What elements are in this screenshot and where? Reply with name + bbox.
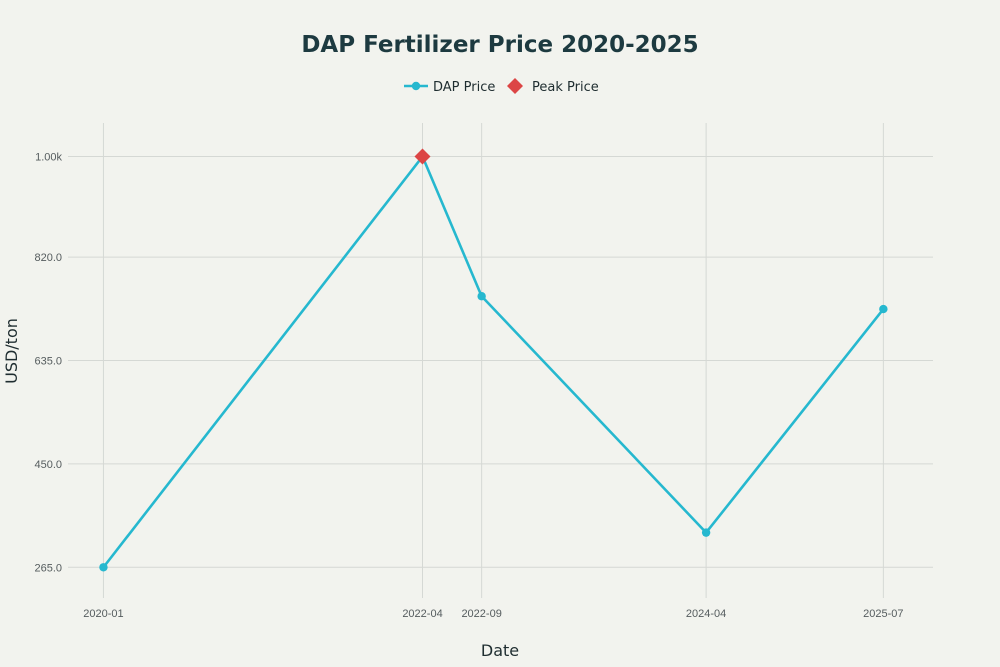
y-axis-title: USD/ton xyxy=(2,318,21,384)
peak-price-marker[interactable] xyxy=(414,148,431,165)
y-tick-label: 1.00k xyxy=(35,152,62,164)
legend-circle-swatch xyxy=(411,81,421,91)
y-tick-label: 635.0 xyxy=(34,356,62,368)
legend[interactable]: DAP Price Peak Price xyxy=(404,78,599,95)
legend-item-peak-price[interactable]: Peak Price xyxy=(507,78,599,95)
chart-title: DAP Fertilizer Price 2020-2025 xyxy=(301,32,698,58)
x-axis-ticks: 2020-01 2022-04 2022-09 2024-04 2025-07 xyxy=(83,608,903,620)
x-tick-label: 2022-04 xyxy=(402,608,442,620)
dap-price-point[interactable] xyxy=(477,292,486,301)
series-layer xyxy=(99,148,888,572)
legend-diamond-swatch xyxy=(507,78,523,94)
y-tick-label: 820.0 xyxy=(34,252,62,264)
x-axis-title: Date xyxy=(481,641,519,660)
legend-item-dap-price[interactable]: DAP Price xyxy=(404,80,495,95)
y-tick-label: 450.0 xyxy=(34,459,62,471)
x-tick-label: 2024-04 xyxy=(686,608,726,620)
x-tick-label: 2020-01 xyxy=(83,608,123,620)
y-grid xyxy=(68,156,933,568)
dap-price-point[interactable] xyxy=(99,563,108,572)
x-tick-label: 2022-09 xyxy=(461,608,501,620)
dap-price-point[interactable] xyxy=(879,304,888,314)
dap-price-line xyxy=(102,155,885,569)
legend-label: DAP Price xyxy=(433,80,495,95)
legend-label: Peak Price xyxy=(532,80,599,95)
y-axis-ticks: 265.0 450.0 635.0 820.0 1.00k xyxy=(34,152,62,575)
dap-price-point[interactable] xyxy=(701,528,711,537)
x-tick-label: 2025-07 xyxy=(863,608,903,620)
y-tick-label: 265.0 xyxy=(34,562,62,574)
